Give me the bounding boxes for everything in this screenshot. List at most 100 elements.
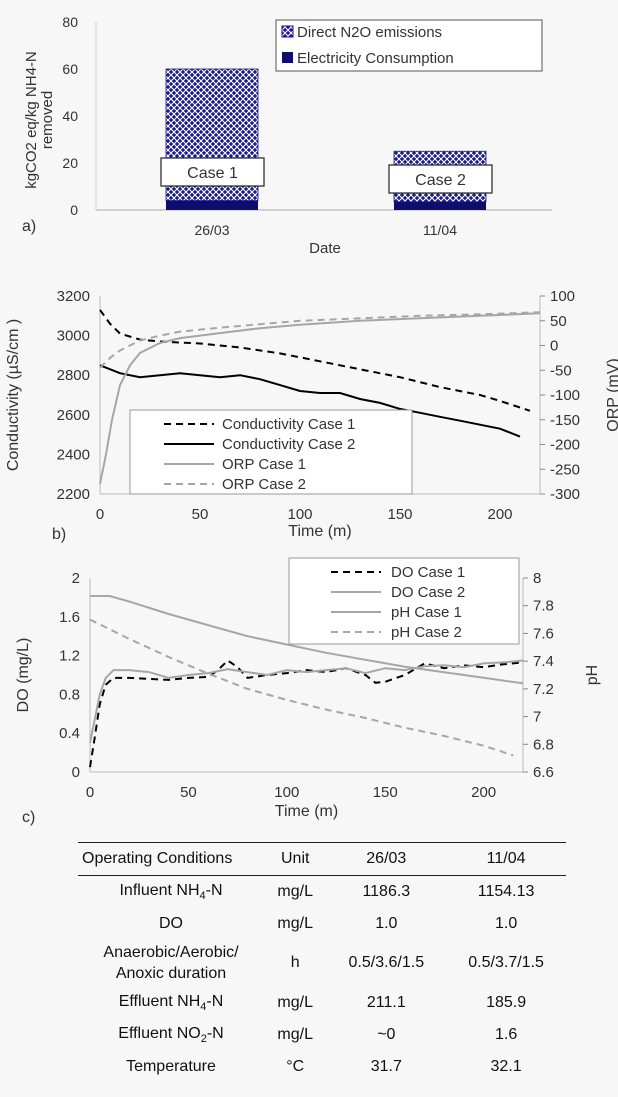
legend-label: Conductivity Case 1 — [222, 416, 355, 433]
x-tick-label: 0 — [86, 784, 94, 801]
legend-label: Conductivity Case 2 — [222, 436, 355, 453]
condition-label: Anaerobic/Aerobic/ Anoxic duration — [103, 944, 239, 982]
legend-swatch-electricity — [282, 52, 293, 63]
right-y-tick-label: 50 — [550, 313, 567, 330]
bar-y-tick-label: 80 — [62, 14, 78, 30]
condition-cell: Effluent NH4-N — [78, 988, 264, 1020]
left-y-tick-label: 0.4 — [59, 725, 80, 742]
series-line — [89, 659, 524, 768]
condition-subscript: 4 — [200, 1001, 207, 1014]
table-row: DO mg/L 1.0 1.0 — [78, 908, 566, 940]
table-row: Influent NH4-N mg/L 1186.3 1154.13 — [78, 876, 566, 909]
value-date-2-cell: 0.5/3.7/1.5 — [468, 954, 544, 972]
case-annotation-label: Case 2 — [415, 172, 466, 189]
condition-subscript: 2 — [200, 1033, 207, 1046]
right-y-tick-label: 0 — [550, 338, 558, 355]
x-tick-label: 0 — [96, 506, 104, 523]
x-tick-label: 150 — [373, 784, 398, 801]
panel-label-a: a) — [22, 218, 36, 235]
right-y-tick-label: -250 — [550, 461, 580, 478]
header-unit: Unit — [264, 842, 327, 876]
x-tick-label: 200 — [471, 784, 496, 801]
left-y-tick-label: 3000 — [57, 328, 90, 345]
bar-y-tick-label: 40 — [62, 108, 78, 124]
bar-legend-box — [275, 19, 543, 72]
case-annotation-box — [160, 157, 265, 187]
value-date-2-cell: 1.6 — [494, 1026, 518, 1044]
bar-y-axis-title: kgCO2 eq/kg NH4-N — [23, 51, 40, 189]
value-date-1-cell: 0.5/3.6/1.5 — [348, 954, 425, 972]
bar-y-tick-label: 20 — [62, 155, 78, 171]
bar-x-tick-label: 26/03 — [194, 222, 229, 238]
value-date-2-cell: 185.9 — [486, 994, 527, 1012]
condition-suffix: -N — [205, 881, 223, 899]
right-y-tick-label: 7.2 — [533, 681, 554, 698]
case-annotation-box — [388, 164, 493, 194]
legend-label: DO Case 1 — [391, 564, 465, 581]
panel-label: b) — [52, 526, 66, 543]
value-date-2-cell: 1154.13 — [477, 882, 535, 900]
condition-cell: Anaerobic/Aerobic/ Anoxic duration — [78, 940, 264, 988]
unit-cell: mg/L — [277, 1026, 313, 1044]
left-y-tick-label: 2200 — [57, 486, 90, 503]
series-line — [90, 595, 524, 685]
left-y-tick-label: 0 — [72, 764, 80, 781]
condition-label: Effluent NO — [118, 1025, 201, 1043]
condition-label: Effluent NH — [118, 993, 201, 1011]
legend-label-electricity: Electricity Consumption — [297, 50, 454, 67]
condition-suffix: -N — [206, 993, 224, 1011]
value-date-2-cell: 32.1 — [490, 1058, 522, 1076]
right-y-axis-title: ORP (mV) — [605, 358, 618, 431]
bar-y-tick-label: 0 — [70, 202, 78, 218]
bar-y-axis-title-line2: removed — [39, 91, 56, 149]
header-conditions: Operating Conditions — [78, 842, 264, 876]
value-date-1-cell: ~0 — [377, 1026, 396, 1044]
legend-label: ORP Case 1 — [222, 456, 306, 473]
condition-suffix: -N — [206, 1025, 224, 1043]
right-y-tick-label: -100 — [550, 387, 580, 404]
value-date-1-cell: 1.0 — [375, 914, 398, 932]
legend-label: DO Case 2 — [391, 584, 465, 601]
x-tick-label: 150 — [387, 506, 412, 523]
legend-swatch-n2o — [281, 25, 294, 38]
right-y-tick-label: -300 — [550, 486, 580, 503]
x-tick-label: 50 — [180, 784, 197, 801]
unit-cell: °C — [286, 1058, 305, 1076]
series-line — [99, 312, 541, 485]
series-line — [99, 309, 531, 412]
right-y-tick-label: 8 — [533, 570, 541, 587]
left-y-tick-label: 3200 — [57, 288, 90, 305]
value-date-1-cell: 211.1 — [366, 994, 406, 1012]
panel-label: c) — [22, 809, 35, 826]
table-header-row: Operating Conditions Unit 26/03 11/04 — [78, 842, 566, 876]
left-y-tick-label: 2 — [72, 570, 80, 587]
right-y-tick-label: 6.6 — [533, 764, 554, 781]
series-line — [89, 659, 524, 744]
right-y-tick-label: 100 — [550, 288, 575, 305]
series-line — [99, 364, 521, 438]
x-tick-label: 200 — [487, 506, 512, 523]
value-date-1-cell: 1186.3 — [362, 882, 411, 900]
header-date-2: 11/04 — [446, 842, 566, 876]
right-y-tick-label: 7.4 — [533, 653, 554, 670]
bar-electricity — [166, 200, 258, 210]
series-line — [99, 311, 541, 369]
legend-box — [288, 557, 520, 645]
x-tick-label: 100 — [274, 784, 299, 801]
condition-cell: Temperature — [78, 1052, 264, 1084]
bar-x-axis-title: Date — [309, 240, 341, 257]
condition-subscript: 4 — [199, 889, 206, 902]
left-y-tick-label: 1.6 — [59, 609, 80, 626]
unit-cell: mg/L — [277, 994, 313, 1012]
value-date-2-cell: 1.0 — [494, 914, 518, 932]
right-y-tick-label: 7.8 — [533, 598, 554, 615]
table-row: Effluent NO2-N mg/L ~0 1.6 — [78, 1020, 566, 1052]
condition-cell: Effluent NO2-N — [78, 1020, 264, 1052]
right-y-tick-label: -50 — [550, 362, 572, 379]
unit-cell: mg/L — [277, 914, 313, 932]
value-date-1-cell: 31.7 — [370, 1058, 402, 1076]
x-axis-title: Time (m) — [288, 523, 351, 540]
unit-cell: mg/L — [277, 882, 313, 900]
legend-label: ORP Case 2 — [222, 476, 306, 493]
